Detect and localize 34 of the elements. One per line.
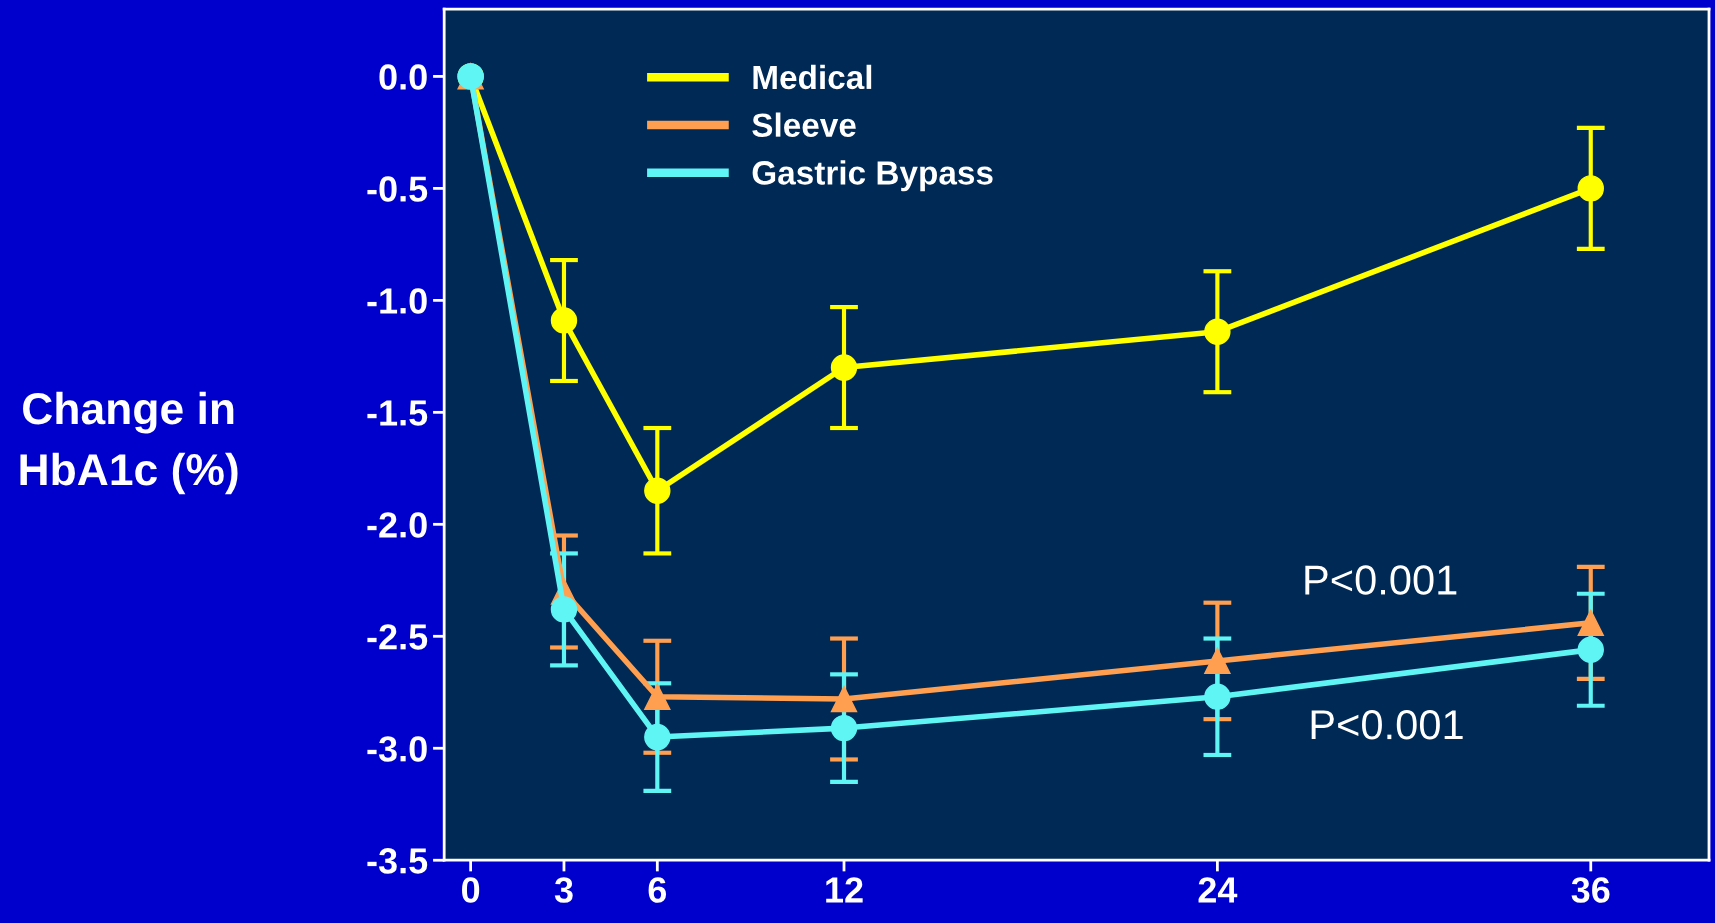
point — [644, 723, 671, 751]
y-axis-title: Change in HbA1c (%) — [20, 391, 238, 495]
point — [550, 596, 578, 623]
point — [550, 307, 578, 334]
y-tick-label: 0.0 — [379, 64, 427, 90]
point — [830, 354, 858, 381]
y-tick-label: -0.5 — [367, 176, 428, 202]
point — [1577, 175, 1604, 202]
x-tick-label: 6 — [648, 877, 667, 903]
point — [1204, 647, 1231, 675]
legend-label: Medical — [753, 64, 872, 90]
x-tick-label: 0 — [462, 877, 480, 903]
legend-label: Gastric Bypass — [752, 160, 993, 192]
point — [830, 685, 858, 713]
x-tick-label: 12 — [826, 877, 863, 903]
point — [1577, 636, 1604, 663]
legend-label: Sleeve — [752, 112, 856, 137]
annotation: P<0.001 — [1311, 710, 1463, 740]
y-tick-label: -2.0 — [367, 512, 427, 538]
point — [1577, 609, 1604, 637]
y-tick-label: -3.0 — [367, 736, 427, 762]
x-tick-label: 24 — [1198, 877, 1238, 903]
x-tick-label: 36 — [1571, 877, 1610, 903]
y-tick-label: -1.0 — [367, 288, 427, 314]
y-tick-label: -1.5 — [367, 400, 428, 426]
point — [644, 477, 671, 504]
y-tick-label: -2.5 — [367, 624, 428, 650]
point — [830, 714, 858, 742]
point — [644, 683, 671, 710]
y-tick-label: -3.5 — [367, 848, 428, 874]
point — [1204, 318, 1231, 345]
x-tick-label: 3 — [554, 877, 573, 903]
point — [1204, 683, 1231, 710]
annotation: P<0.001 — [1305, 565, 1457, 595]
